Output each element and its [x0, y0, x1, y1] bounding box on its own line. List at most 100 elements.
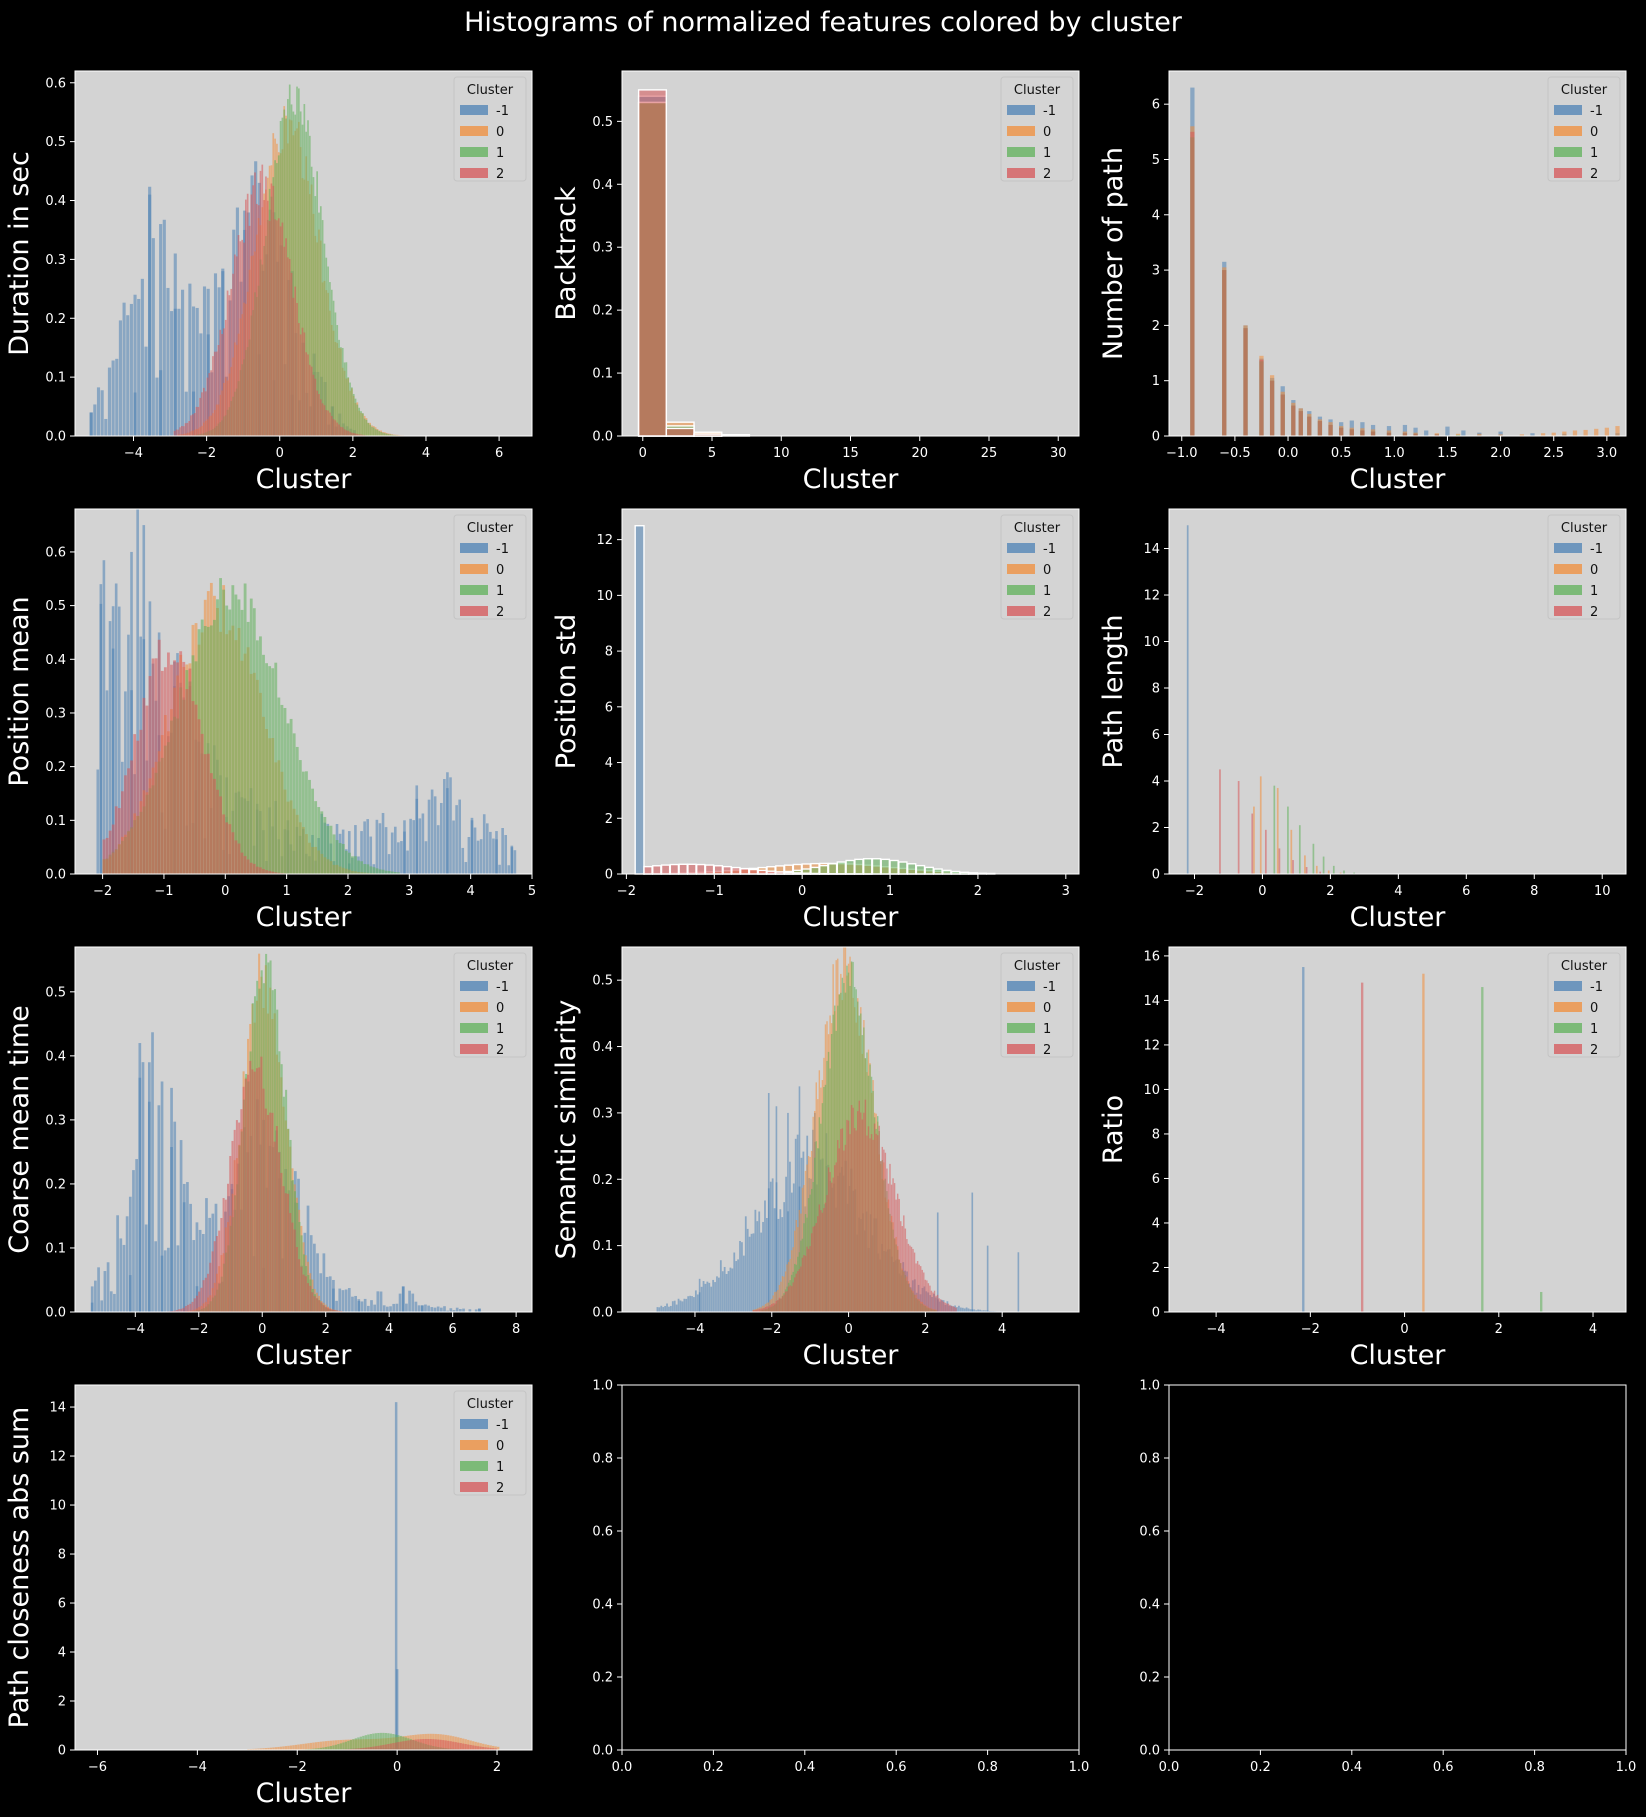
- legend-entry: 2: [1043, 1043, 1051, 1058]
- histogram-bar: [494, 1746, 497, 1750]
- y-tick-label: 16: [1143, 949, 1160, 964]
- histogram-bar: [777, 1218, 780, 1312]
- y-tick-label: 10: [49, 1499, 66, 1514]
- histogram-bar: [907, 1243, 910, 1312]
- histogram-bar: [337, 1744, 340, 1750]
- histogram-bar: [454, 1742, 457, 1750]
- histogram-bar: [824, 1084, 827, 1312]
- histogram-bar: [135, 1159, 138, 1312]
- y-tick-label: 0.4: [592, 178, 613, 193]
- series-0: [1422, 973, 1425, 1312]
- y-tick-label: 0.5: [45, 599, 66, 614]
- histogram-bar: [1243, 328, 1248, 436]
- histogram-bar: [294, 1744, 298, 1750]
- histogram-bar: [206, 753, 210, 874]
- histogram-bar: [826, 1060, 828, 1312]
- histogram-bar: [399, 1741, 402, 1750]
- histogram-bar: [442, 1740, 445, 1750]
- histogram-bar: [303, 332, 306, 436]
- histogram-bar: [812, 1226, 814, 1312]
- x-tick-label: −2: [762, 1322, 781, 1337]
- histogram-bar: [243, 856, 247, 874]
- histogram-bar: [406, 850, 409, 874]
- y-tick-label: 6: [605, 700, 613, 715]
- histogram-bar: [1424, 430, 1429, 436]
- histogram-bar: [106, 1262, 110, 1312]
- histogram-bar: [255, 1068, 258, 1312]
- histogram-bar: [271, 1112, 274, 1312]
- legend-swatch: [1554, 1002, 1582, 1012]
- histogram-bar: [370, 1300, 373, 1312]
- x-tick-label: 0.2: [1250, 1760, 1271, 1775]
- histogram-bar: [1264, 829, 1267, 874]
- histogram-bar: [154, 1241, 158, 1312]
- legend-title: Cluster: [467, 83, 514, 98]
- histogram-bar: [252, 185, 254, 436]
- histogram-bar: [220, 1217, 223, 1312]
- legend-entry: 2: [1590, 1043, 1598, 1058]
- series--1: [1302, 967, 1305, 1312]
- histogram-bar: [332, 1279, 335, 1312]
- histogram-bar: [772, 1303, 774, 1312]
- histogram-bar: [725, 1273, 728, 1312]
- histogram-bar: [949, 1304, 951, 1312]
- histogram-bar: [163, 667, 167, 874]
- histogram-bar: [248, 225, 251, 436]
- histogram-bar: [263, 200, 265, 436]
- histogram-bar: [294, 286, 297, 436]
- histogram-bar: [241, 239, 244, 436]
- histogram-bar: [459, 1743, 462, 1750]
- histogram-bar: [887, 1183, 890, 1312]
- y-axis-label: Backtrack: [551, 186, 582, 321]
- histogram-bar: [794, 1277, 796, 1312]
- histogram-bar: [1322, 856, 1325, 874]
- histogram-bar: [804, 1255, 807, 1312]
- histogram-bar: [459, 1309, 462, 1312]
- histogram-bar: [271, 668, 275, 874]
- histogram-bar: [1312, 843, 1315, 874]
- histogram-bar: [299, 1744, 303, 1750]
- legend-title: Cluster: [1014, 521, 1061, 536]
- histogram-bar: [260, 1056, 263, 1312]
- histogram-bar: [379, 1291, 383, 1312]
- histogram-bar: [144, 346, 148, 436]
- histogram-bar: [833, 1165, 836, 1312]
- histogram-bar: [412, 1739, 415, 1750]
- legend-entry: -1: [1043, 104, 1056, 119]
- histogram-bar: [1332, 865, 1335, 874]
- histogram-bar: [946, 1303, 948, 1312]
- y-tick-label: 0.6: [592, 1525, 613, 1540]
- x-tick-label: −2: [197, 446, 216, 461]
- histogram-bar: [321, 403, 324, 436]
- legend-entry: 0: [496, 1001, 504, 1016]
- histogram-bar: [102, 839, 106, 874]
- histogram-bar: [209, 625, 213, 874]
- y-tick-label: 12: [596, 533, 613, 548]
- axes-frame: [74, 70, 533, 437]
- histogram-bar: [363, 1298, 367, 1312]
- histogram-bar: [489, 1747, 492, 1750]
- histogram-bar: [119, 1238, 123, 1312]
- legend-swatch: [460, 1461, 488, 1471]
- histogram-bar: [379, 1745, 382, 1750]
- histogram-bar: [99, 584, 103, 874]
- histogram-bar: [347, 1288, 351, 1312]
- histogram-bar: [257, 205, 260, 436]
- histogram-bar: [102, 560, 106, 874]
- x-tick-label: −6: [88, 1760, 107, 1775]
- histogram-bar: [109, 1291, 113, 1312]
- y-tick-label: 0.2: [592, 1173, 613, 1188]
- histogram-bar: [352, 1748, 355, 1750]
- histogram-bar: [303, 104, 306, 437]
- histogram-bar: [1498, 431, 1503, 436]
- histogram-bar: [197, 719, 201, 874]
- histogram-bar: [392, 1303, 396, 1312]
- histogram-bar: [347, 430, 350, 436]
- y-tick-label: 0.2: [45, 760, 66, 775]
- y-tick-label: 0.5: [45, 985, 66, 1000]
- series-2: [173, 164, 366, 437]
- histogram-bar: [117, 606, 121, 874]
- histogram-bar: [197, 406, 200, 436]
- histogram-bar: [300, 1266, 303, 1312]
